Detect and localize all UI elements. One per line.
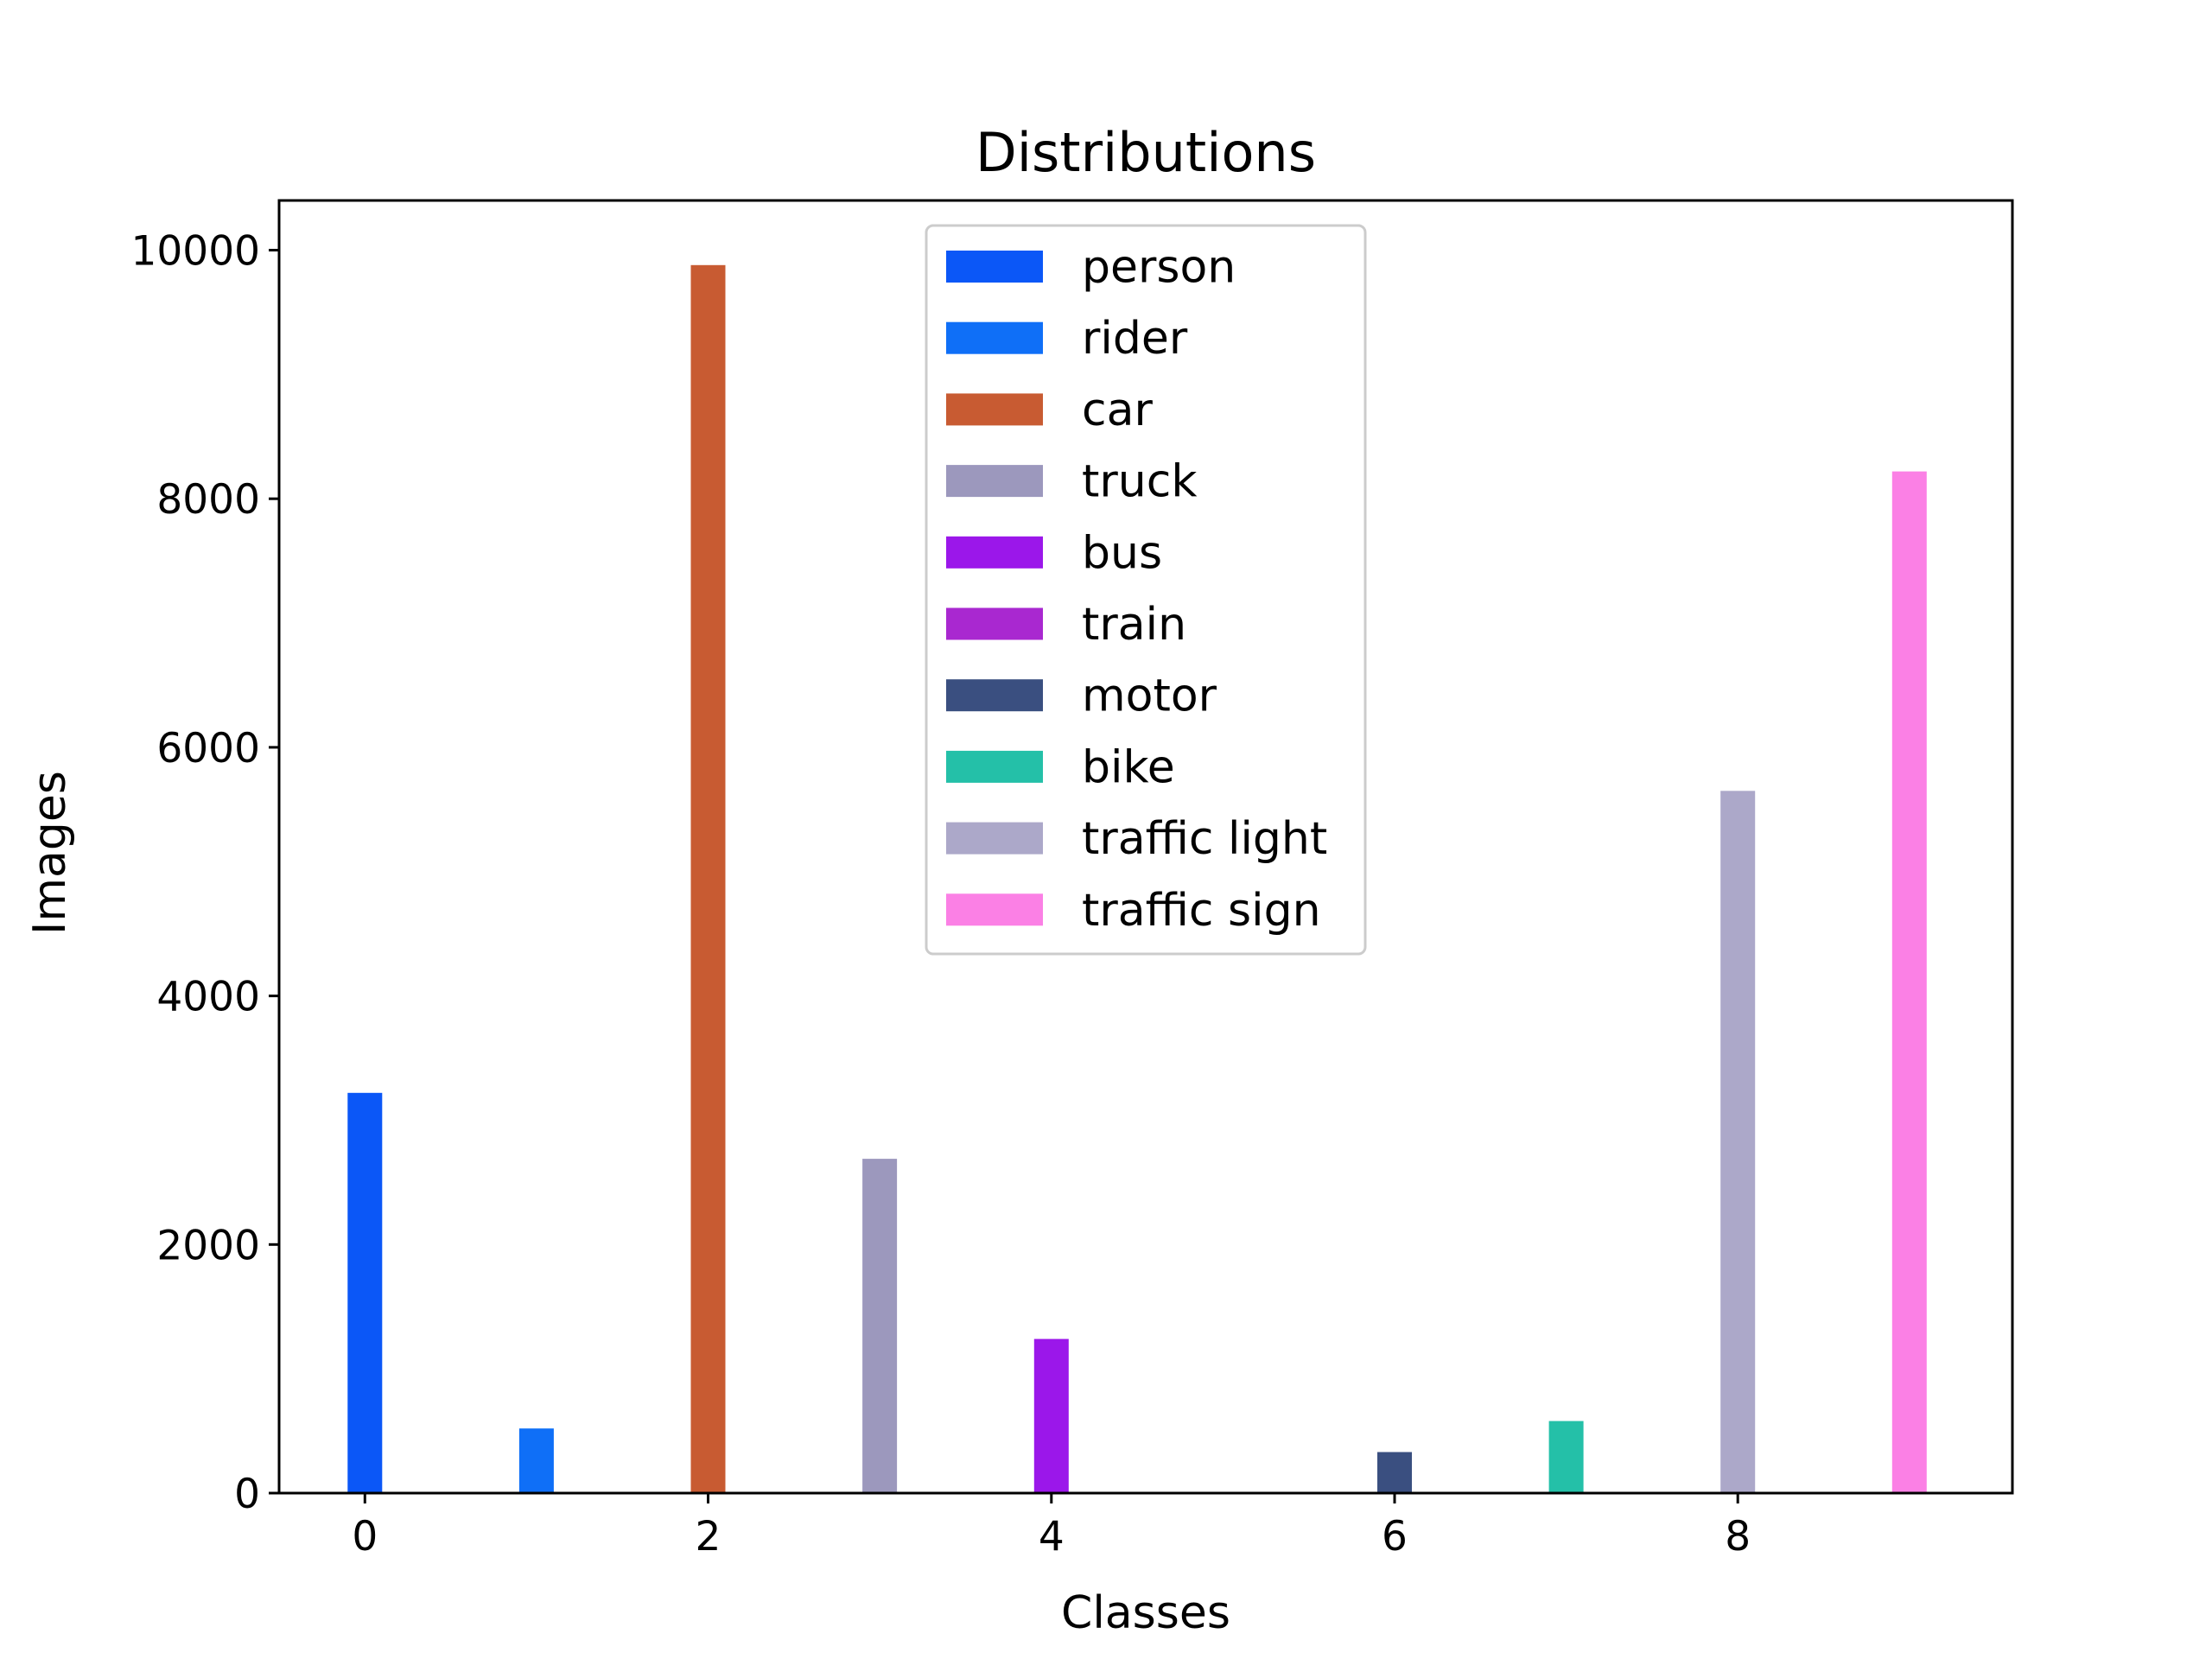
y-tick-label: 4000 [156, 974, 260, 1021]
y-tick-label: 10000 [130, 228, 260, 276]
legend-label-traffic-sign: traffic sign [1082, 885, 1321, 937]
legend-label-person: person [1082, 242, 1236, 294]
legend-label-bus: bus [1082, 527, 1162, 579]
bar-truck [862, 1159, 898, 1493]
x-axis: 0 2 4 6 8 [352, 1493, 1751, 1560]
y-tick-label: 2000 [156, 1222, 260, 1269]
y-tick-label: 6000 [156, 725, 260, 772]
legend-label-motor: motor [1082, 671, 1217, 722]
y-tick-label: 0 [234, 1471, 260, 1518]
bar-person [347, 1092, 383, 1493]
chart-title: Distributions [976, 121, 1316, 184]
bar-bus [1033, 1338, 1069, 1493]
legend-swatch-rider [946, 321, 1043, 354]
y-tick-label: 8000 [156, 476, 260, 524]
bar-traffic-light [1720, 791, 1756, 1493]
legend-swatch-person [946, 251, 1043, 283]
x-tick-label: 6 [1382, 1513, 1408, 1560]
legend-swatch-motor [946, 679, 1043, 712]
legend-swatch-car [946, 393, 1043, 426]
x-axis-label: Classes [1061, 1587, 1230, 1639]
legend-items: person rider car truck bus train motor bike traf… [946, 242, 1327, 937]
legend-swatch-traffic-light [946, 822, 1043, 855]
bar-bike [1548, 1421, 1584, 1493]
x-tick-label: 0 [352, 1513, 378, 1560]
legend-swatch-train [946, 607, 1043, 640]
legend-label-rider: rider [1082, 313, 1188, 365]
x-tick-label: 4 [1039, 1513, 1065, 1560]
legend-label-car: car [1082, 385, 1153, 436]
bars-group [347, 264, 1927, 1493]
legend-swatch-bike [946, 750, 1043, 783]
legend-label-truck: truck [1082, 456, 1197, 508]
x-tick-label: 8 [1725, 1513, 1751, 1560]
legend-label-traffic-light: traffic light [1082, 813, 1327, 865]
legend: person rider car truck bus train motor bike traf… [925, 224, 1367, 956]
legend-swatch-bus [946, 536, 1043, 569]
y-axis: 0 2000 4000 6000 8000 10000 [130, 228, 279, 1518]
bar-car [690, 264, 726, 1493]
legend-label-bike: bike [1082, 741, 1175, 793]
x-tick-label: 2 [696, 1513, 721, 1560]
plot-frame [277, 199, 2014, 1495]
legend-swatch-truck [946, 465, 1043, 498]
bar-rider [518, 1428, 554, 1493]
y-axis-label: Images [24, 771, 76, 935]
bar-traffic-sign [1891, 471, 1927, 1493]
bar-motor [1377, 1452, 1412, 1493]
legend-label-train: train [1082, 599, 1186, 651]
legend-swatch-traffic-sign [946, 893, 1043, 926]
